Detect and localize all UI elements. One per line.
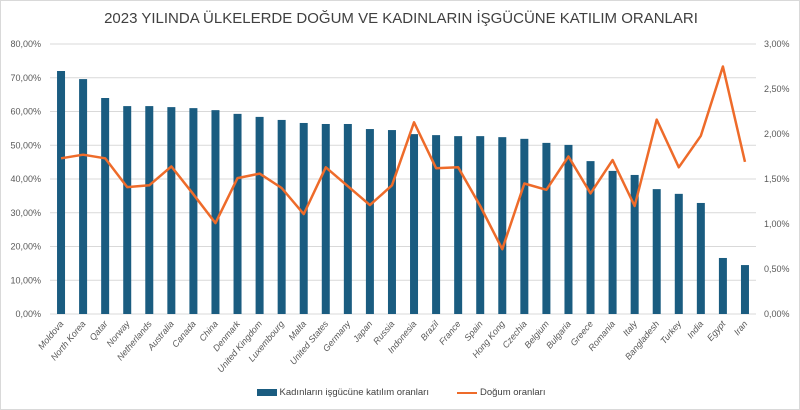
bar	[498, 137, 507, 314]
category-label: Canada	[170, 319, 198, 350]
bar	[630, 174, 639, 314]
bar	[652, 189, 661, 314]
bar	[387, 130, 396, 314]
left-tick-label: 60,00%	[10, 107, 41, 117]
right-tick-label: 1,50%	[764, 174, 790, 184]
bar	[674, 193, 683, 314]
bar	[520, 138, 529, 314]
left-tick-label: 10,00%	[10, 275, 41, 285]
bar	[718, 257, 727, 314]
right-tick-label: 0,00%	[764, 309, 790, 319]
category-label: Iran	[732, 319, 750, 337]
bar	[167, 107, 176, 314]
right-tick-label: 0,50%	[764, 264, 790, 274]
category-label: India	[685, 319, 705, 340]
legend-item-line: Doğum oranları	[456, 387, 546, 398]
category-label: France	[437, 319, 463, 347]
bar	[123, 106, 132, 314]
bar	[454, 136, 463, 314]
left-tick-label: 20,00%	[10, 242, 41, 252]
bar	[432, 135, 441, 314]
bar	[321, 123, 330, 314]
bar	[255, 116, 264, 315]
bar	[299, 122, 308, 314]
bar	[189, 108, 198, 314]
bar	[608, 170, 617, 314]
left-tick-label: 80,00%	[10, 39, 41, 49]
left-tick-label: 40,00%	[10, 174, 41, 184]
legend-label-bar: Kadınların işgücüne katılım oranları	[279, 387, 429, 398]
bar	[145, 106, 154, 314]
bar	[277, 119, 286, 314]
bar	[740, 265, 749, 314]
bar	[542, 142, 551, 314]
category-label: Egypt	[705, 318, 728, 342]
left-tick-label: 0,00%	[15, 309, 41, 319]
bar	[211, 110, 220, 315]
bar	[586, 161, 595, 314]
bar	[101, 98, 110, 314]
line-series	[60, 65, 747, 251]
left-tick-label: 70,00%	[10, 73, 41, 83]
bar	[365, 129, 374, 314]
right-tick-label: 2,50%	[764, 84, 790, 94]
category-label: Turkey	[658, 318, 683, 345]
bar	[476, 136, 485, 314]
bar	[410, 134, 419, 314]
legend-label-line: Doğum oranları	[479, 387, 546, 398]
legend-swatch-bar	[256, 389, 277, 396]
right-tick-label: 1,00%	[764, 219, 790, 229]
bar	[343, 123, 352, 314]
right-tick-label: 2,00%	[764, 129, 790, 139]
right-tick-label: 3,00%	[764, 39, 790, 49]
legend-swatch-line	[456, 391, 477, 394]
category-label: Italy	[621, 318, 640, 337]
left-tick-label: 30,00%	[10, 208, 41, 218]
bar	[233, 113, 242, 314]
left-tick-label: 50,00%	[10, 140, 41, 150]
bar	[57, 71, 66, 314]
bar	[564, 144, 573, 314]
bar	[696, 202, 705, 314]
bar	[79, 79, 88, 314]
chart-title: 2023 YILINDA ÜLKELERDE DOĞUM VE KADINLAR…	[104, 10, 698, 27]
legend: Kadınların işgücüne katılım oranları Doğ…	[1, 387, 799, 398]
legend-item-bar: Kadınların işgücüne katılım oranları	[256, 387, 429, 398]
